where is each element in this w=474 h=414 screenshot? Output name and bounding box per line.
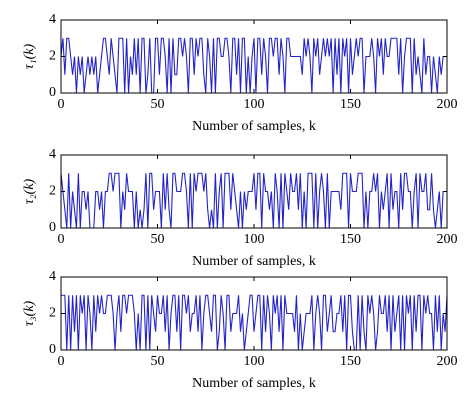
x-tick-label: 0: [58, 354, 65, 369]
y-tick-label: 0: [49, 85, 56, 100]
y-tick-label: 2: [49, 306, 56, 321]
x-axis-label: Number of samples, k: [192, 376, 316, 391]
x-tick-label: 100: [244, 232, 265, 247]
x-tick-label: 150: [340, 354, 361, 369]
x-tick-label: 150: [340, 97, 361, 112]
y-tick-label: 0: [49, 342, 56, 357]
x-tick-label: 150: [340, 232, 361, 247]
y-axis-label: τ₂(k): [22, 178, 37, 204]
x-tick-label: 0: [58, 97, 65, 112]
data-line: [60, 172, 447, 229]
y-tick-label: 4: [49, 12, 56, 27]
axes-frame: [60, 276, 448, 351]
y-axis-label: τ₁(k): [22, 43, 37, 69]
x-tick-label: 200: [437, 97, 458, 112]
y-tick-label: 4: [49, 269, 56, 284]
x-tick-label: 100: [244, 354, 265, 369]
x-axis-label: Number of samples, k: [192, 119, 316, 134]
y-axis-label: τ₃(k): [22, 300, 37, 326]
data-line: [60, 37, 447, 94]
x-tick-label: 50: [151, 232, 165, 247]
y-tick-label: 2: [49, 49, 56, 64]
x-axis-label: Number of samples, k: [192, 254, 316, 269]
x-tick-label: 50: [151, 354, 165, 369]
y-tick-label: 4: [49, 147, 56, 162]
y-tick-label: 0: [49, 220, 56, 235]
x-tick-label: 200: [437, 354, 458, 369]
x-tick-label: 0: [58, 232, 65, 247]
x-tick-label: 100: [244, 97, 265, 112]
data-line: [61, 294, 448, 351]
y-tick-label: 2: [49, 184, 56, 199]
x-tick-label: 200: [437, 232, 458, 247]
x-tick-label: 50: [151, 97, 165, 112]
